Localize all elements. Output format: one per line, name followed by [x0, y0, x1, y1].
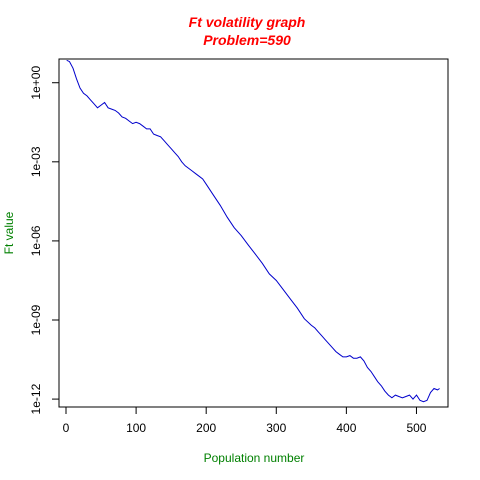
x-tick-label: 500: [406, 421, 426, 435]
series-line: [66, 59, 440, 403]
x-tick-label: 300: [266, 421, 286, 435]
x-tick-label: 400: [336, 421, 356, 435]
y-axis: 1e+00 1e-03 1e-06 1e-09 1e-12: [29, 66, 59, 414]
chart-subtitle: Problem=590: [203, 32, 291, 48]
x-axis-label: Population number: [204, 451, 305, 465]
y-axis-label: Ft value: [2, 211, 16, 254]
y-tick-label: 1e-06: [29, 225, 43, 256]
y-tick-label: 1e-03: [29, 146, 43, 177]
plot-frame: [58, 58, 449, 408]
y-tick-label: 1e+00: [29, 66, 43, 100]
x-tick-label: 200: [196, 421, 216, 435]
chart-title: Ft volatility graph: [189, 14, 306, 30]
x-tick-label: 100: [126, 421, 146, 435]
y-tick-label: 1e-12: [29, 383, 43, 414]
x-axis: 0 100 200 300 400 500: [63, 407, 427, 435]
x-tick-label: 0: [63, 421, 70, 435]
y-tick-label: 1e-09: [29, 304, 43, 335]
